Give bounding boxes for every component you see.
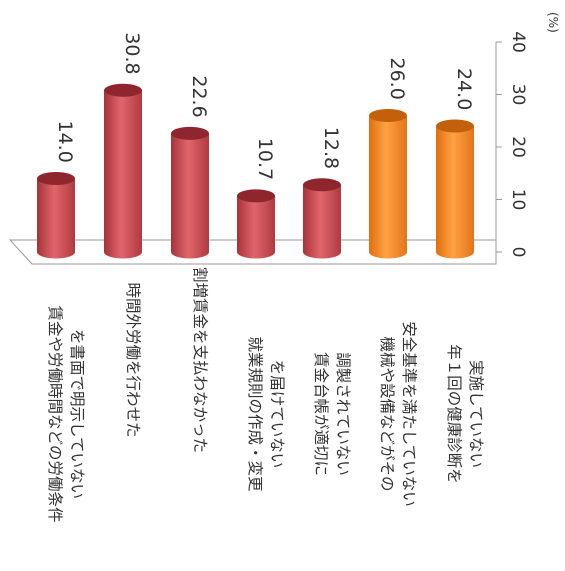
category-label: 割増賃金を支払わなかった [191, 267, 209, 453]
bar [369, 109, 407, 259]
value-label: 10.7 [254, 138, 276, 180]
value-label: 24.0 [453, 68, 475, 110]
y-tick-label: 10 [508, 189, 528, 211]
bar [237, 189, 275, 259]
value-label: 26.0 [386, 58, 408, 100]
value-label: 22.6 [188, 75, 210, 117]
category-label: 時間外労働を行わせた [124, 282, 142, 437]
value-label: 30.8 [121, 32, 143, 74]
category-label: 年１回の健康診断を [445, 344, 463, 484]
bar [171, 126, 209, 259]
category-label: 賃金や労働時間などの労働条件 [46, 305, 64, 522]
value-label: 12.8 [320, 127, 342, 169]
unit-label: (%) [546, 12, 560, 33]
bar-body [171, 133, 209, 259]
category-label: 安全基準を満たしていない [400, 321, 418, 507]
bar-body [237, 195, 275, 259]
category-label: 機械や設備などがその [378, 336, 396, 491]
category-label: を届けていない [268, 360, 286, 469]
category-label: を書面で明示していない [68, 329, 86, 499]
category-label: 就業規則の作成・変更 [246, 336, 264, 492]
bar-top [369, 109, 407, 122]
value-labels: 14.0 30.8 22.6 10.7 12.8 26.0 24.0 [54, 32, 475, 180]
category-label: 実施していない [467, 360, 485, 468]
bar [104, 83, 142, 259]
bar-top [104, 83, 142, 97]
bar-top [171, 126, 209, 140]
category-label: 賃金台帳が適切に [312, 352, 330, 476]
y-tick-label: 20 [508, 136, 528, 158]
bar-body [104, 90, 142, 259]
bar-body [436, 126, 474, 259]
bar [37, 172, 75, 259]
bar-top [237, 189, 275, 203]
bar-body [37, 178, 75, 259]
bar [303, 178, 341, 259]
bar-series [37, 83, 474, 259]
y-tick-label: 0 [508, 247, 528, 258]
bar-body [303, 184, 341, 259]
category-labels: 賃金や労働時間などの労働条件 を書面で明示していない 時間外労働を行わせた 割増賃金を… [46, 267, 485, 523]
bar-top [436, 119, 474, 133]
y-tick-label: 30 [508, 84, 528, 106]
bar [436, 119, 474, 259]
bar-body [369, 115, 407, 259]
bar-top [37, 172, 75, 185]
y-tick-label: 40 [508, 31, 528, 53]
category-label: 調製されていない [334, 352, 352, 476]
y-axis: 0 10 20 30 40 [495, 31, 528, 258]
bar-top [303, 178, 341, 192]
value-label: 14.0 [54, 121, 76, 163]
